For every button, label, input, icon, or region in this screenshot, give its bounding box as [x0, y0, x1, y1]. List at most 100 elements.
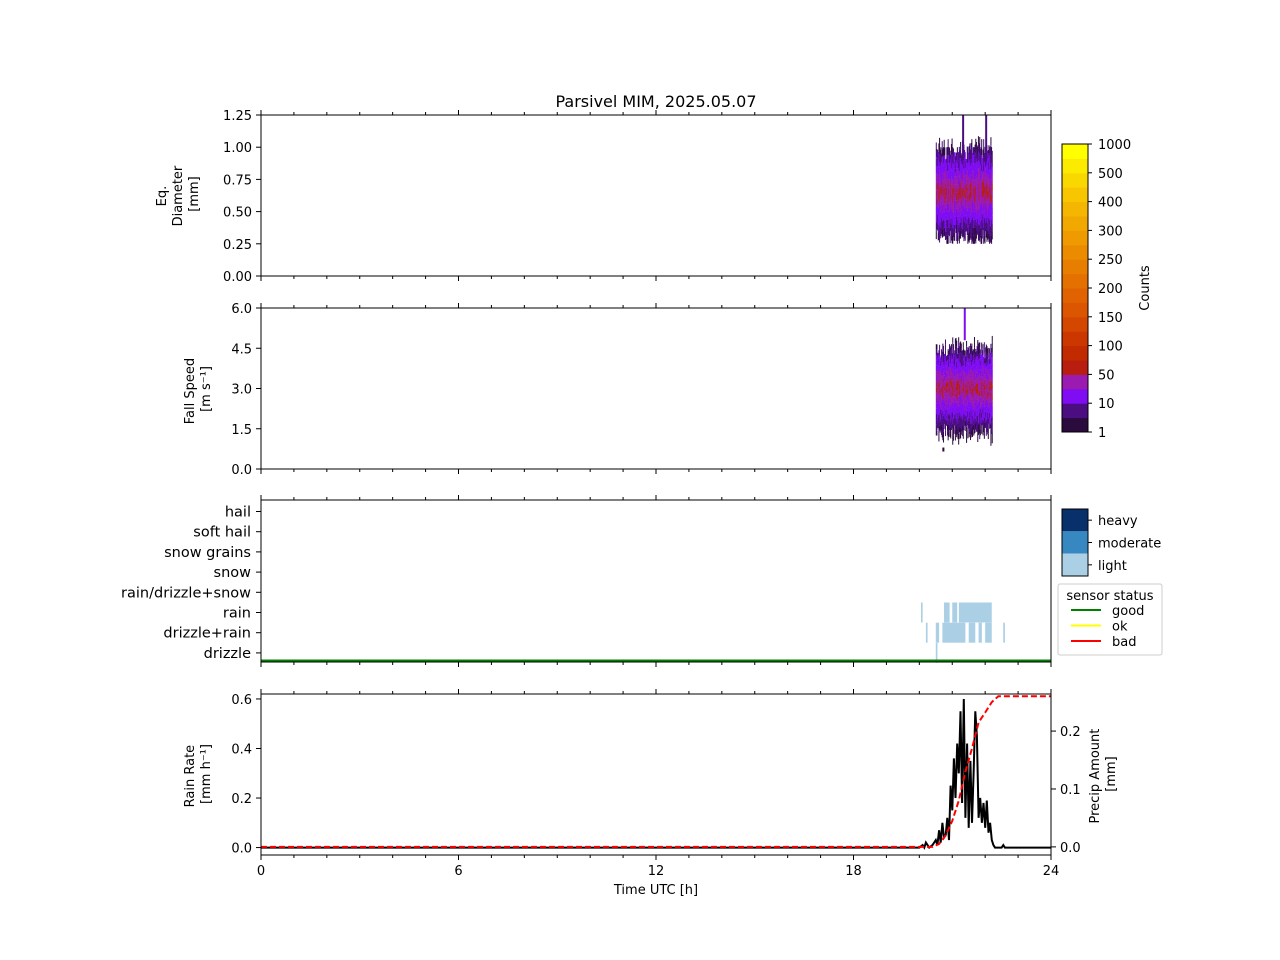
diameter-cell: [955, 152, 957, 161]
diameter-cell: [948, 147, 950, 156]
diameter-cell: [954, 208, 956, 217]
fall-speed-cell: [947, 386, 949, 393]
diameter-cell: [947, 163, 949, 172]
fall-speed-cell: [985, 422, 987, 428]
fall-speed-cell: [969, 364, 971, 370]
diameter-cell: [946, 235, 948, 244]
diameter-cell: [960, 177, 962, 186]
fall-speed-cell: [952, 381, 954, 388]
diameter-cell: [969, 231, 971, 241]
diameter-cell: [943, 171, 945, 180]
diameter-cell: [964, 192, 966, 201]
fall-speed-cell: [950, 406, 952, 412]
fall-speed-cell: [954, 366, 956, 372]
fall-speed-cell: [955, 359, 957, 365]
fall-speed-cell: [975, 404, 977, 411]
fall-speed-cell: [977, 382, 979, 389]
diameter-cell: [961, 195, 963, 204]
fall-speed-cell: [973, 417, 975, 423]
diameter-cell: [942, 220, 944, 229]
diameter-cell: [982, 165, 984, 174]
fall-speed-cell: [957, 363, 959, 370]
diameter-cell: [968, 210, 970, 219]
fall-speed-cell: [956, 391, 958, 397]
fall-speed-cell: [973, 353, 975, 359]
diameter-cell: [950, 184, 952, 193]
diameter-cell: [983, 153, 985, 162]
fall-speed-cell: [990, 408, 992, 414]
fall-speed-cell: [938, 409, 940, 415]
fall-speed-cell: [961, 404, 963, 410]
fall-speed-cell: [954, 361, 956, 367]
diameter-cell: [981, 147, 983, 156]
fall-speed-cell: [964, 398, 966, 405]
diameter-cell: [948, 179, 950, 188]
diameter-cell: [946, 147, 948, 156]
diameter-cell: [974, 168, 976, 177]
fall-speed-cell: [990, 349, 992, 355]
fall-speed-cell: [946, 393, 948, 400]
fall-speed-cell: [971, 429, 973, 435]
diameter-cell: [989, 235, 991, 244]
diameter-cell: [966, 218, 968, 227]
diameter-cell: [979, 177, 981, 186]
fall-speed-cell: [952, 360, 954, 366]
fall-speed-cell: [981, 412, 983, 418]
diameter-cell: [940, 227, 942, 236]
fall-speed-cell: [952, 385, 954, 392]
diameter-cell: [946, 163, 948, 172]
diameter-cell: [941, 197, 943, 206]
diameter-cell: [964, 182, 966, 191]
diameter-cell: [984, 146, 986, 155]
fall-speed-cell: [937, 385, 939, 391]
diameter-cell: [946, 227, 948, 236]
diameter-cell: [961, 155, 963, 164]
fall-speed-cell: [958, 423, 960, 429]
fall-speed-cell: [974, 427, 976, 433]
fall-speed-cell: [941, 386, 943, 393]
fall-speed-cell: [938, 403, 940, 410]
fall-speed-cell: [963, 354, 965, 361]
fall-speed-cell: [941, 413, 943, 419]
fall-speed-cell: [941, 370, 943, 377]
diameter-cell: [971, 155, 973, 164]
diameter-cell: [968, 217, 970, 226]
fall-speed-cell: [989, 418, 991, 424]
category-label: rain/drizzle+snow: [121, 585, 251, 601]
fall-speed-cell: [990, 429, 992, 436]
fall-speed-cell: [978, 363, 980, 370]
fall-speed-cell: [956, 412, 958, 419]
fall-speed-cell: [945, 425, 947, 431]
fall-speed-cell: [972, 392, 974, 398]
diameter-cell: [939, 173, 941, 182]
fall-speed-cell: [976, 383, 978, 390]
fall-speed-cell: [957, 412, 959, 418]
y-tick-label: 0.0: [231, 463, 252, 478]
fall-speed-cell: [956, 394, 958, 400]
fall-speed-cell: [956, 367, 958, 373]
diameter-cell: [991, 199, 993, 208]
fall-speed-cell: [950, 363, 952, 369]
fall-speed-cell: [975, 407, 977, 414]
fall-speed-cell: [935, 397, 937, 404]
diameter-cell: [935, 182, 937, 191]
fall-speed-cell: [970, 415, 972, 422]
y2-tick-label: 0.0: [1060, 841, 1081, 856]
fall-speed-cell: [945, 419, 947, 426]
diameter-cell: [939, 161, 941, 171]
fall-speed-cell: [952, 396, 954, 402]
fall-speed-cell: [972, 388, 973, 394]
diameter-cell: [987, 167, 989, 176]
fall-speed-cell: [947, 418, 949, 425]
fall-speed-cell: [953, 407, 955, 413]
fall-speed-cell: [979, 424, 981, 430]
diameter-cell: [950, 223, 952, 232]
diameter-cell: [945, 199, 947, 208]
diameter-cell: [972, 161, 973, 170]
diameter-cell: [972, 227, 974, 236]
fall-speed-cell: [958, 362, 960, 368]
diameter-cell: [958, 211, 960, 220]
diameter-cell: [960, 206, 962, 215]
diameter-cell: [981, 190, 983, 199]
